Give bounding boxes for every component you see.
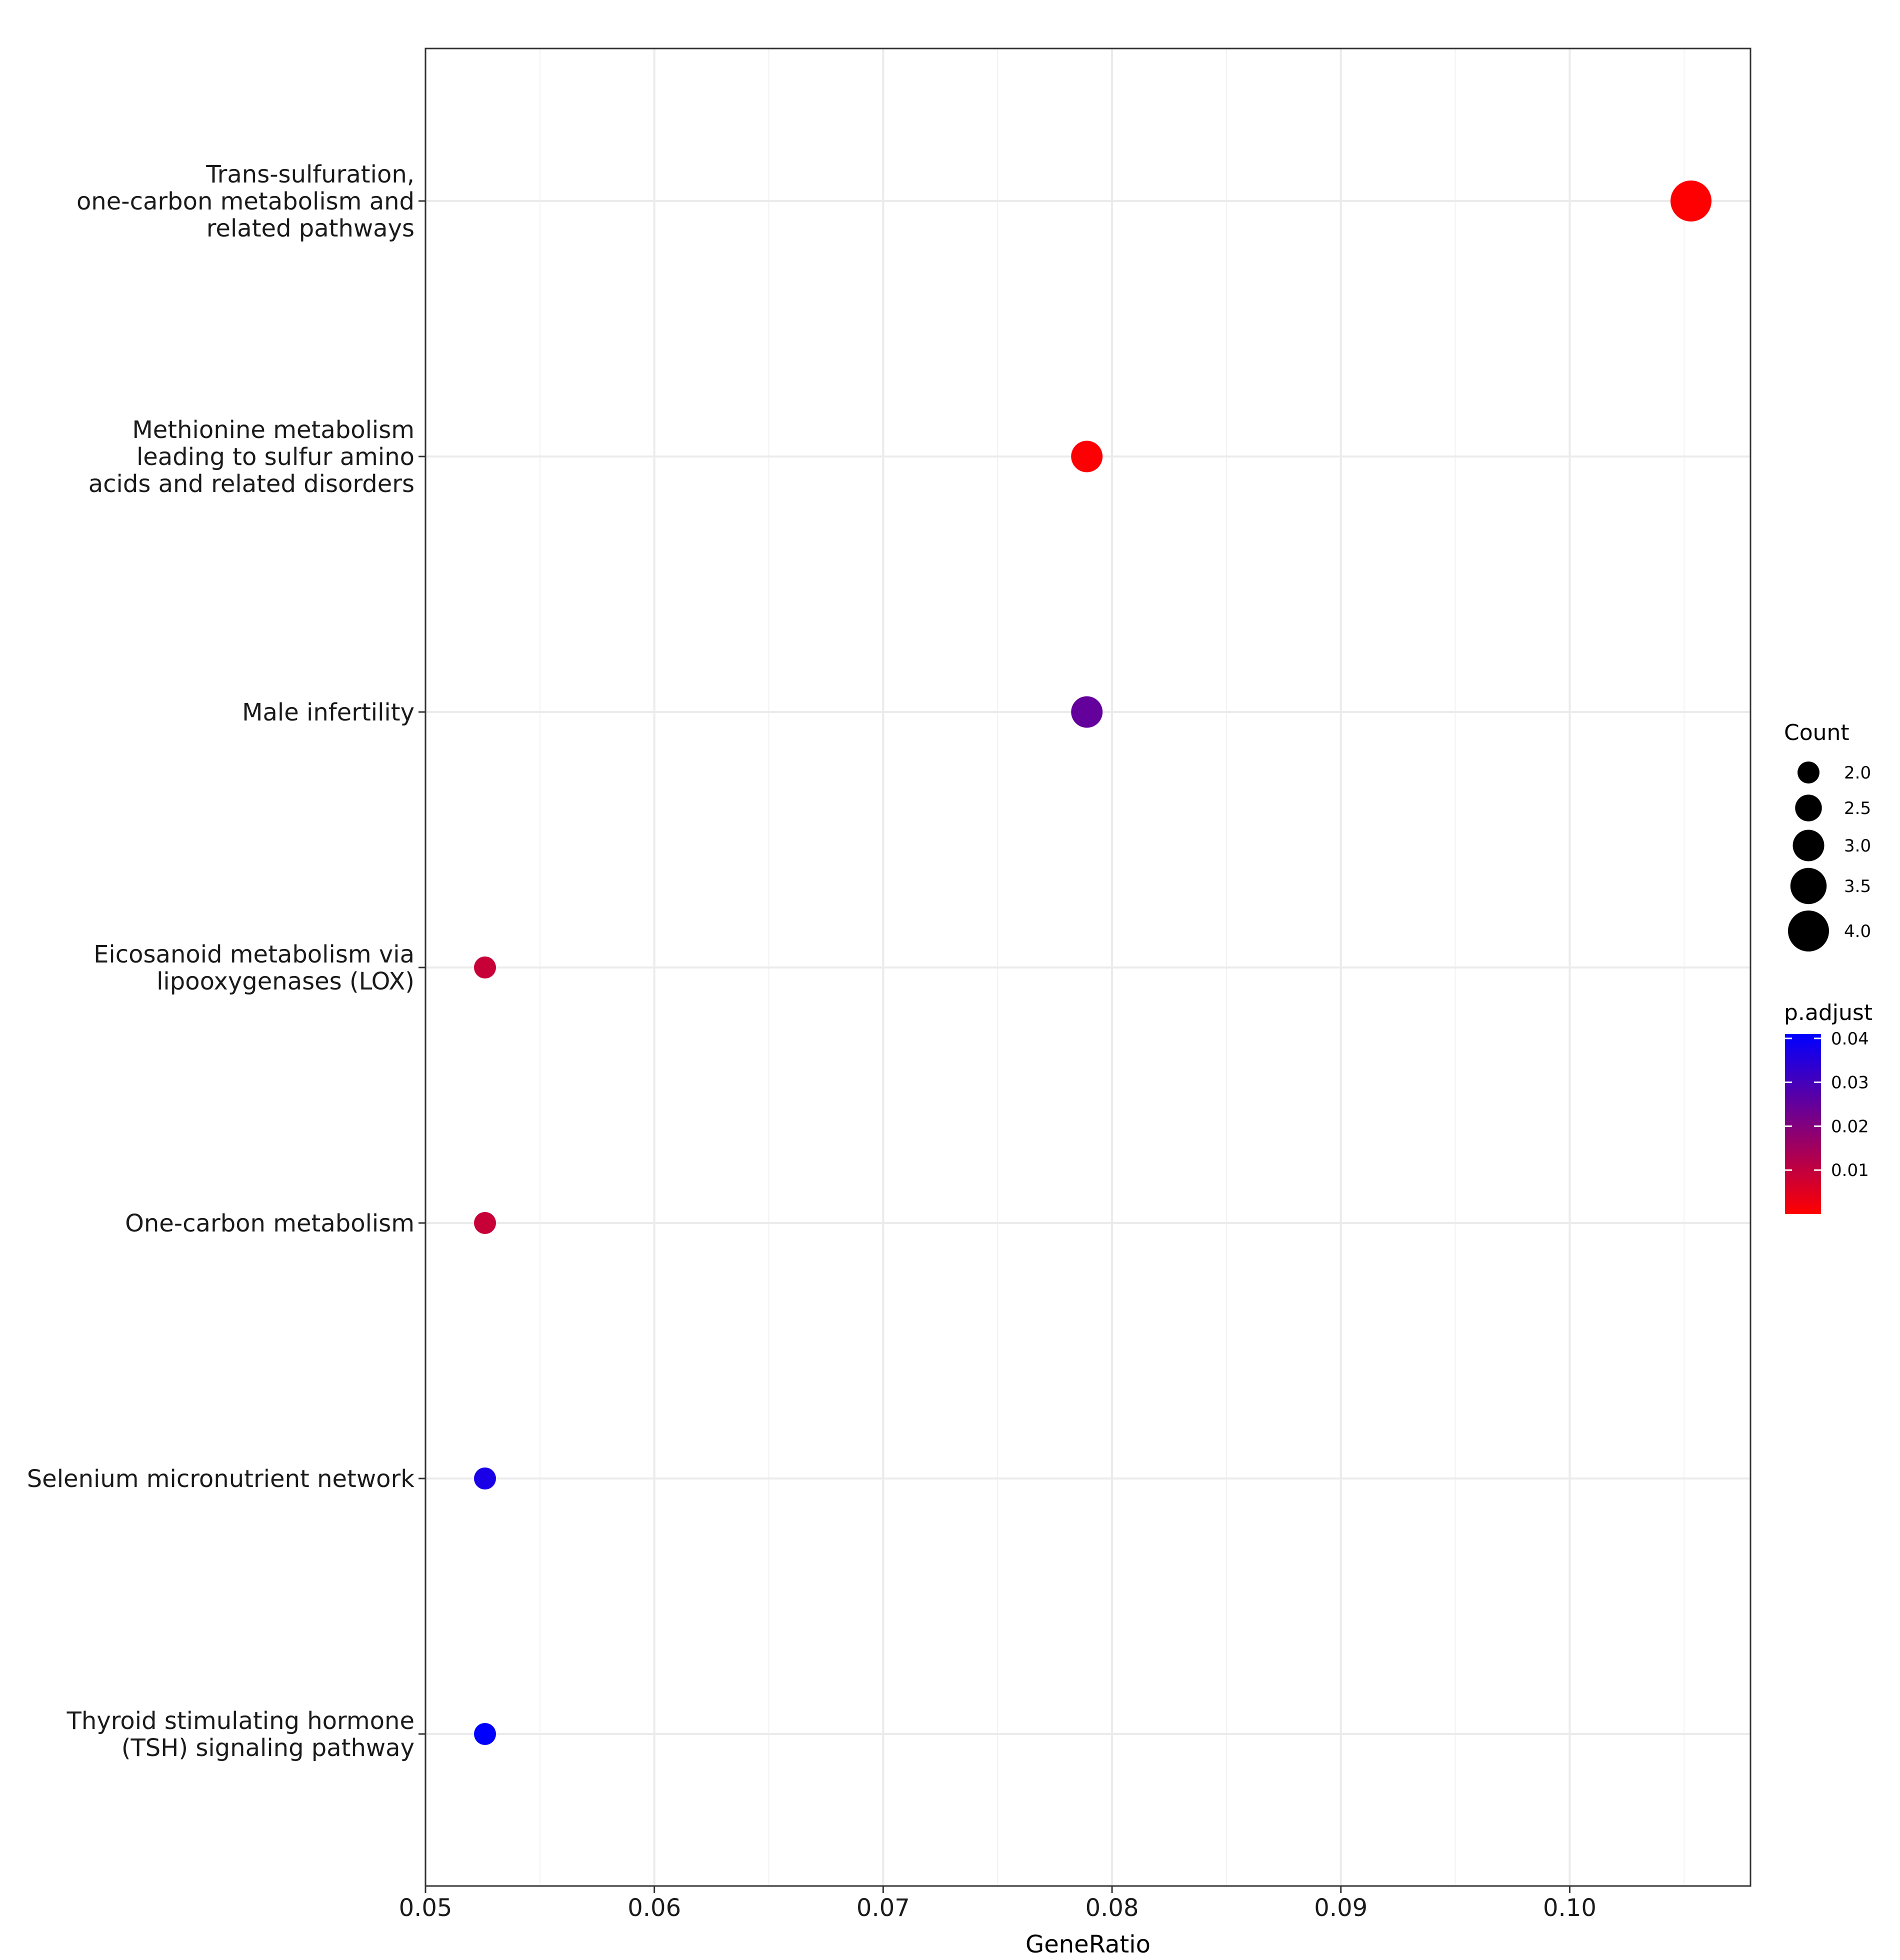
y-category-label: Methionine metabolism leading to sulfur a…: [88, 416, 414, 498]
colorbar-tick-label: 0.02: [1831, 1116, 1869, 1136]
count-legend-title: Count: [1784, 720, 1850, 746]
p-adjust-colorbar: [1785, 1034, 1821, 1214]
y-category-label-line: (TSH) signaling pathway: [122, 1734, 414, 1762]
count-legend-key: [1788, 910, 1829, 952]
count-legend-label: 4.0: [1844, 922, 1871, 942]
y-category-label: Male infertility: [242, 698, 414, 726]
y-category-label: Thyroid stimulating hormone (TSH) signali…: [66, 1707, 414, 1762]
y-category-label: Trans-sulfuration, one-carbon metabolism …: [76, 160, 414, 242]
data-point: [474, 1723, 496, 1745]
y-category-label-line: Thyroid stimulating hormone: [66, 1707, 414, 1735]
y-axis: Trans-sulfuration, one-carbon metabolism …: [27, 160, 426, 1762]
y-category-label-line: Eicosanoid metabolism via: [94, 940, 414, 968]
y-category-label-line: Male infertility: [242, 698, 414, 726]
colorbar-tick-label: 0.01: [1831, 1160, 1869, 1180]
colorbar-tick-label: 0.03: [1831, 1073, 1869, 1093]
colorbar-tick-label: 0.04: [1831, 1029, 1869, 1049]
x-axis-title: GeneRatio: [1026, 1930, 1150, 1958]
x-tick-label: 0.08: [1086, 1894, 1139, 1922]
x-tick-label: 0.09: [1314, 1894, 1368, 1922]
data-point: [1071, 696, 1103, 728]
x-axis: 0.05 0.06 0.07 0.08 0.09 0.10: [399, 1886, 1596, 1922]
y-category-label-line: related pathways: [206, 214, 414, 242]
x-tick-label: 0.10: [1543, 1894, 1596, 1922]
x-tick-label: 0.05: [399, 1894, 452, 1922]
count-legend-label: 3.0: [1844, 836, 1871, 856]
p-adjust-legend: p.adjust 0.01 0.02 0.03 0.04: [1784, 1000, 1872, 1214]
count-legend-key: [1790, 868, 1827, 904]
data-point: [474, 956, 496, 978]
p-adjust-legend-title: p.adjust: [1784, 1000, 1872, 1026]
y-category-label: One-carbon metabolism: [125, 1210, 414, 1238]
count-legend-label: 2.0: [1844, 763, 1871, 783]
data-point: [474, 1468, 496, 1490]
count-legend: Count 2.0 2.5 3.0 3.5 4.0: [1784, 720, 1871, 952]
data-point: [1670, 180, 1712, 222]
y-category-label: Selenium micronutrient network: [27, 1465, 414, 1493]
count-legend-key: [1795, 794, 1822, 822]
y-category-label-line: Methionine metabolism: [132, 416, 414, 444]
count-legend-label: 3.5: [1844, 876, 1871, 896]
y-category-label-line: lipooxygenases (LOX): [156, 968, 414, 996]
y-category-label-line: leading to sulfur amino: [136, 443, 414, 471]
y-category-label-line: One-carbon metabolism: [125, 1210, 414, 1238]
data-point: [1071, 440, 1103, 472]
data-point: [474, 1212, 496, 1234]
y-category-label-line: one-carbon metabolism and: [76, 188, 414, 216]
data-points: [474, 180, 1712, 1745]
count-legend-key: [1798, 762, 1820, 784]
y-category-label-line: Trans-sulfuration,: [206, 160, 414, 188]
x-tick-label: 0.07: [856, 1894, 910, 1922]
y-category-label-line: Selenium micronutrient network: [27, 1465, 414, 1493]
y-category-label: Eicosanoid metabolism via lipooxygenases …: [94, 940, 414, 996]
count-legend-key: [1792, 830, 1824, 862]
y-category-label-line: acids and related disorders: [88, 470, 414, 498]
x-tick-label: 0.06: [628, 1894, 681, 1922]
count-legend-label: 2.5: [1844, 798, 1871, 818]
